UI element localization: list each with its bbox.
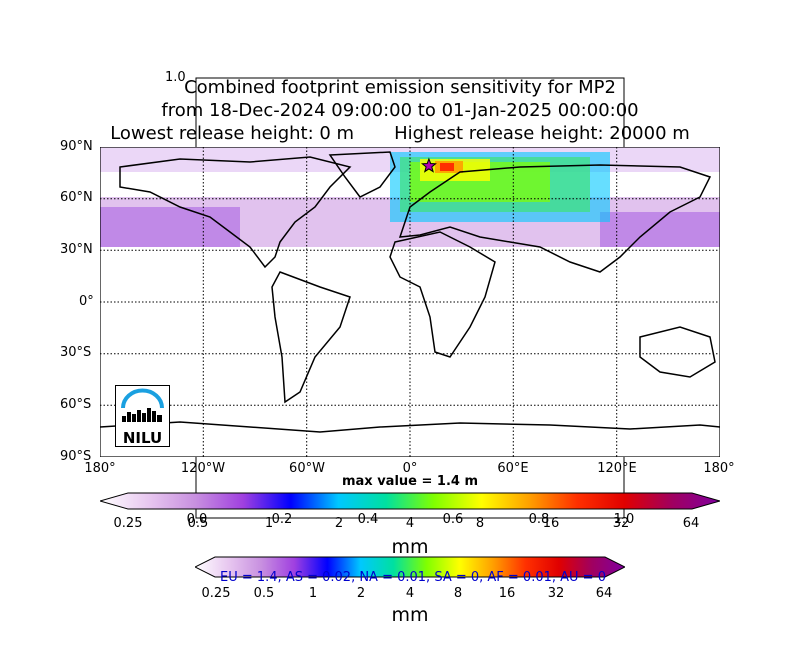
colorbar-tick: 1	[264, 516, 274, 531]
colorbar-inner-tick: 32	[547, 586, 565, 601]
lon-tick: 60°W	[289, 461, 325, 476]
stray-axis-tick: 0.2	[271, 512, 293, 527]
lat-tick: 90°S	[60, 449, 92, 464]
nilu-logo-icon	[121, 388, 164, 422]
coastlines	[100, 151, 720, 433]
colorbar-inner-tick: 16	[498, 586, 516, 601]
colorbar-inner-tick: 4	[405, 586, 415, 601]
colorbar-inner-tick: 0.5	[253, 586, 275, 601]
sensitivity-field	[100, 147, 720, 247]
lon-tick: 180°	[703, 461, 735, 476]
lat-tick: 90°N	[60, 139, 93, 154]
colorbar-inner-tick: 8	[453, 586, 463, 601]
colorbar-tick: 0.5	[187, 516, 209, 531]
region-summary: EU = 1.4, AS = 0.02, NA = 0.01, SA = 0, …	[220, 570, 606, 585]
lon-tick: 0°	[402, 461, 418, 476]
colorbar-inner	[195, 556, 625, 578]
stray-axis-top-label: 1.0	[165, 70, 186, 85]
nilu-logo-text: NILU	[122, 429, 163, 447]
stray-axis-tick: 1.0	[613, 512, 635, 527]
colorbar-main-unit: mm	[391, 536, 429, 558]
colorbar-tick: 2	[334, 516, 344, 531]
colorbar-main	[100, 492, 720, 510]
graticule	[100, 147, 720, 457]
title-line-3: Lowest release height: 0 m Highest relea…	[110, 123, 690, 144]
colorbar-inner-unit: mm	[391, 604, 429, 626]
max-value-label: max value = 1.4 m	[341, 474, 479, 489]
colorbar-tick: 8	[475, 516, 485, 531]
stray-axis-tick: 0.8	[528, 512, 550, 527]
nilu-logo: NILU	[115, 385, 170, 447]
title-line-1: Combined footprint emission sensitivity …	[184, 77, 616, 98]
colorbar-inner-tick: 2	[356, 586, 366, 601]
colorbar-tick: 64	[682, 516, 700, 531]
colorbar-tick: 32	[612, 516, 630, 531]
stray-axis-tick: 0.0	[186, 512, 208, 527]
lon-tick: 120°W	[180, 461, 226, 476]
lon-tick: 120°E	[597, 461, 637, 476]
lat-tick: 60°S	[60, 397, 92, 412]
colorbar-tick: 0.25	[113, 516, 143, 531]
lat-tick: 30°N	[60, 242, 93, 257]
world-map	[100, 147, 720, 457]
stray-axis-tick: 0.4	[357, 512, 379, 527]
stray-axis-tick: 0.6	[442, 512, 464, 527]
colorbar-inner-tick: 1	[308, 586, 318, 601]
release-location-star	[420, 157, 437, 173]
lon-tick: 180°	[84, 461, 116, 476]
lon-tick: 60°E	[497, 461, 529, 476]
colorbar-tick: 4	[405, 516, 415, 531]
colorbar-inner-tick: 64	[595, 586, 613, 601]
title-line-2: from 18-Dec-2024 09:00:00 to 01-Jan-2025…	[161, 100, 639, 121]
lat-tick: 0°	[79, 294, 94, 309]
lat-tick: 60°N	[60, 190, 93, 205]
lat-tick: 30°S	[60, 345, 92, 360]
colorbar-inner-tick: 0.25	[201, 586, 231, 601]
colorbar-tick: 16	[542, 516, 560, 531]
